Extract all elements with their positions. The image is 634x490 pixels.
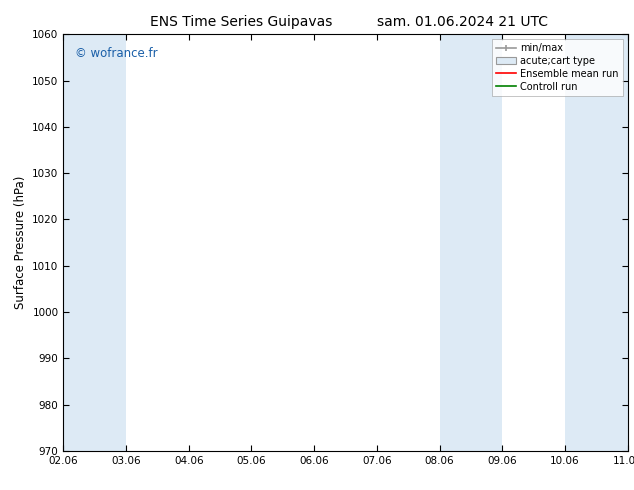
Text: © wofrance.fr: © wofrance.fr — [75, 47, 157, 60]
Text: ENS Time Series Guipavas: ENS Time Series Guipavas — [150, 15, 332, 29]
Bar — [63, 34, 126, 451]
Bar — [565, 34, 628, 451]
Legend: min/max, acute;cart type, Ensemble mean run, Controll run: min/max, acute;cart type, Ensemble mean … — [492, 39, 623, 96]
Bar — [439, 34, 502, 451]
Text: sam. 01.06.2024 21 UTC: sam. 01.06.2024 21 UTC — [377, 15, 548, 29]
Y-axis label: Surface Pressure (hPa): Surface Pressure (hPa) — [14, 176, 27, 309]
